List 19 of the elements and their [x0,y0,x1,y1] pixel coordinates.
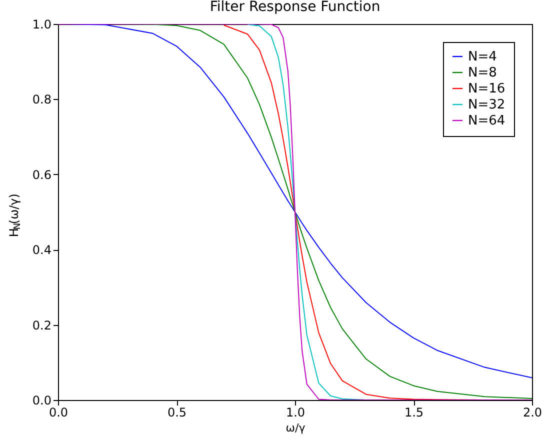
x-axis-title: ω/γ [286,422,306,434]
y-axis-title: HN(ω/γ) [7,194,23,238]
legend-label: N=4 [468,50,497,64]
y-tick-label: 0.8 [32,92,52,107]
y-tick-label: 0.0 [32,394,52,408]
y-tick-label: 0.2 [32,318,52,332]
x-tick-label: 1.0 [286,406,306,420]
x-tick-label: 2.0 [522,406,542,420]
legend-label: N=16 [468,82,506,96]
legend-label: N=8 [468,66,497,80]
x-tick-label: 0.5 [167,406,187,420]
y-tick-label: 0.4 [32,243,52,258]
y-tick-label: 0.6 [32,168,52,182]
x-tick-label: 0.0 [48,406,68,420]
x-tick-label: 1.5 [404,406,424,420]
y-tick-label: 1.0 [32,18,52,32]
chart-title: Filter Response Function [210,0,380,15]
legend-label: N=32 [468,98,506,112]
legend-label: N=64 [468,114,506,128]
